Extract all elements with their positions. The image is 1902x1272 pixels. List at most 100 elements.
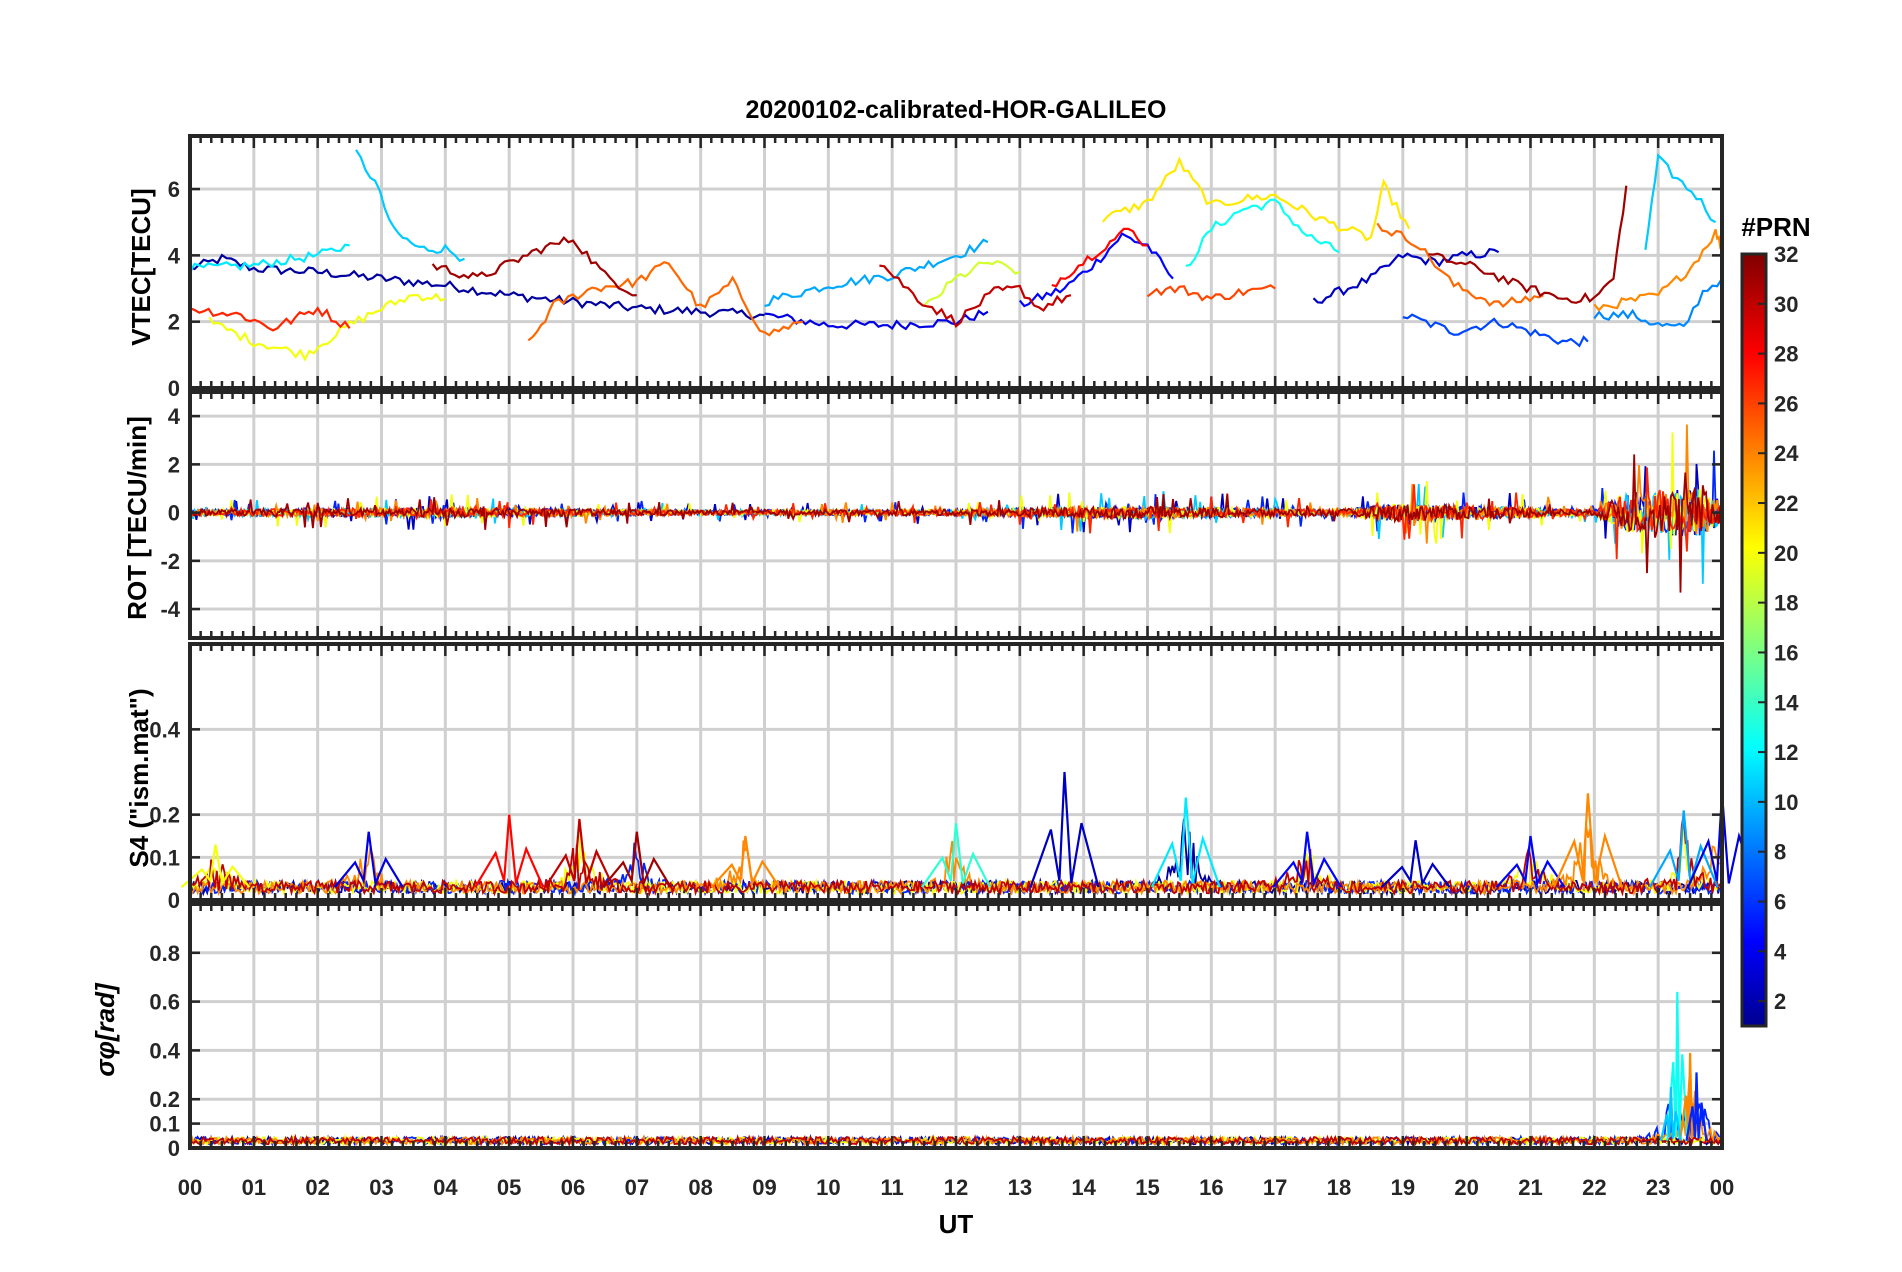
s4-peak <box>1552 793 1623 888</box>
colorbar-tick-label: 14 <box>1774 690 1799 715</box>
x-tick-label: 11 <box>881 1175 904 1200</box>
s4-peak <box>1272 831 1343 888</box>
colorbar-tick-label: 22 <box>1774 491 1798 516</box>
vtec-ylabel: VTEC[TECU] <box>126 188 156 345</box>
panel-rot: -4 -2 0 2 4 ROT [TECU/min] <box>122 390 1724 640</box>
vtec-series-prn-31 <box>431 236 637 297</box>
panel-sigma-phi: 00.10.2 0.4 0.6 0.8 σφ[rad] <box>90 902 1724 1161</box>
vtec-series-prn-10 <box>764 238 989 307</box>
sigma_phi-ytick-label: 0.2 <box>149 1087 180 1112</box>
s4-series-prn-30 <box>189 814 1721 897</box>
x-tick-label: 12 <box>944 1175 968 1200</box>
sigma_phi-ytick-label: 0 <box>168 1136 180 1161</box>
panel-s4: 0 0.1 0.2 0.4 S4 ("ism.mat") <box>124 642 1758 913</box>
colorbar-tick-label: 2 <box>1774 989 1786 1014</box>
s4-ytick-label: 0 <box>168 888 180 913</box>
s4-ytick-label: 0.1 <box>149 845 180 870</box>
vtec-series-prn-27 <box>189 306 351 332</box>
rot-ytick-label: -2 <box>160 549 180 574</box>
vtec-series-prn-2 <box>189 253 765 321</box>
colorbar-tick-label: 30 <box>1774 292 1798 317</box>
x-tick-label: 07 <box>625 1175 649 1200</box>
sigma_phi-ytick-label: 0.1 <box>149 1112 180 1137</box>
s4-peak <box>1150 797 1221 888</box>
x-tick-label: 00 <box>1710 1175 1734 1200</box>
vtec-grid <box>188 136 1724 390</box>
sigma_phi-peak <box>1685 1072 1708 1141</box>
colorbar-tick-label: 12 <box>1774 740 1798 765</box>
rot-ytick-label: 4 <box>168 404 181 429</box>
x-tick-label: 20 <box>1454 1175 1478 1200</box>
x-tick-label: 15 <box>1135 1175 1159 1200</box>
rot-ytick-label: 0 <box>168 501 180 526</box>
s4-grid <box>188 644 1724 902</box>
vtec-series-prn-5 <box>1018 232 1174 308</box>
vtec-series-prn-21 <box>1101 156 1411 242</box>
vtec-series-prn-28 <box>1051 227 1148 288</box>
x-tick-label: 16 <box>1199 1175 1223 1200</box>
vtec-series-prn-7 <box>1402 313 1589 348</box>
s4-peak <box>1380 840 1451 888</box>
s4-peak <box>1648 810 1719 888</box>
s4-peak <box>710 835 781 888</box>
s4-peak <box>474 814 545 888</box>
x-tick-label: 23 <box>1646 1175 1670 1200</box>
x-tick-label: 09 <box>752 1175 776 1200</box>
rot-data <box>189 424 1723 593</box>
vtec-series-prn-19 <box>923 259 1021 307</box>
s4-peak <box>180 844 251 889</box>
s4-axes: 0 0.1 0.2 0.4 <box>149 642 1724 913</box>
sigma-phi-axes: 00.10.2 0.4 0.6 0.8 <box>149 902 1724 1161</box>
vtec-ytick-label: 2 <box>168 310 180 335</box>
vtec-ytick-label: 6 <box>168 177 180 202</box>
colorbar-tick-label: 10 <box>1774 790 1798 815</box>
x-tick-label: 05 <box>497 1175 521 1200</box>
x-tick-label: 17 <box>1263 1175 1287 1200</box>
colorbar-tick-label: 26 <box>1774 391 1798 416</box>
rot-series-prn-31 <box>189 454 1723 593</box>
s4-peak <box>921 823 991 888</box>
s4-ylabel: S4 ("ism.mat") <box>124 688 154 867</box>
s4-peak <box>1495 835 1566 888</box>
sigma_phi-ytick-label: 0.6 <box>149 990 180 1015</box>
rot-ytick-label: -4 <box>160 597 180 622</box>
s4-ytick-label: 0.2 <box>149 803 180 828</box>
x-tick-label: 21 <box>1518 1175 1542 1200</box>
s4-ytick-label: 0.4 <box>149 717 180 742</box>
vtec-series-prn-11 <box>355 149 465 263</box>
colorbar-tick-label: 16 <box>1774 640 1798 665</box>
vtec-series-prn-25 <box>527 260 803 342</box>
sigma_phi-peak <box>1659 1086 1682 1141</box>
sigma_phi-ytick-label: 0.4 <box>149 1038 180 1063</box>
colorbar-label: #PRN <box>1741 212 1810 242</box>
vtec-series-prn-3 <box>1312 248 1500 304</box>
rot-series-prn-27 <box>189 467 1723 560</box>
colorbar-tick-label: 28 <box>1774 342 1798 367</box>
x-tick-label: 04 <box>433 1175 458 1200</box>
x-tick-label: 06 <box>561 1175 585 1200</box>
sigma-phi-grid <box>188 904 1724 1150</box>
colorbar-tick-label: 20 <box>1774 541 1798 566</box>
rot-ytick-label: 2 <box>168 452 180 477</box>
vtec-series-prn-26 <box>1146 284 1276 302</box>
vtec-ytick-label: 4 <box>168 243 181 268</box>
vtec-axes: 0 2 4 6 <box>168 134 1724 401</box>
vtec-series-prn-31 <box>1428 185 1628 304</box>
x-tick-label: 13 <box>1008 1175 1032 1200</box>
x-tick-label: 08 <box>688 1175 712 1200</box>
rot-axes: -4 -2 0 2 4 <box>160 390 1724 640</box>
colorbar-tick-label: 18 <box>1774 591 1798 616</box>
x-tick-label: 01 <box>242 1175 266 1200</box>
colorbar-tick-label: 4 <box>1774 939 1787 964</box>
x-tick-label: 18 <box>1327 1175 1351 1200</box>
vtec-series-prn-11 <box>1644 152 1717 250</box>
colorbar-tick-label: 8 <box>1774 840 1786 865</box>
s4-peak <box>1029 771 1100 888</box>
x-tick-label: 03 <box>369 1175 393 1200</box>
x-tick-label: 19 <box>1391 1175 1415 1200</box>
x-tick-labels: 00 01 02 03 04 05 06 07 08 09 10 11 12 13 14 15 16 17 18 19… <box>178 1175 1734 1200</box>
colorbar-tick-label: 6 <box>1774 889 1786 914</box>
panel-vtec: 0 2 4 6 VTEC[TECU] <box>126 134 1724 401</box>
